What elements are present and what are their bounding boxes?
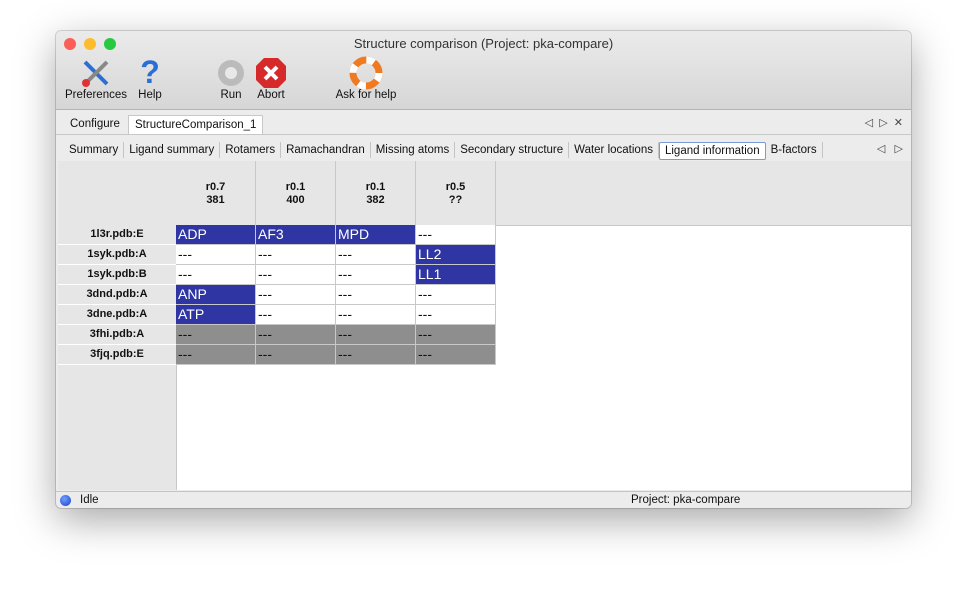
status-indicator	[60, 495, 71, 506]
toolbar-label[interactable]: Help	[138, 89, 162, 101]
subtab[interactable]: Summary	[64, 142, 125, 158]
subtab[interactable]: Secondary structure	[455, 142, 570, 158]
project-text: Project: pka-compare	[631, 494, 741, 506]
zoom-button[interactable]	[104, 38, 116, 50]
toolbar-label[interactable]: Run	[220, 89, 242, 101]
table-cell[interactable]: ---	[256, 325, 336, 345]
row-header: 1syk.pdb:A	[58, 245, 176, 265]
table-cell[interactable]: ---	[416, 345, 496, 365]
subtab[interactable]: Ramachandran	[281, 142, 371, 158]
table-cell[interactable]: ---	[416, 285, 496, 305]
title-bar: Structure comparison (Project: pka-compa…	[56, 31, 911, 110]
tab-bar: Configure StructureComparison_1 ◁ ▷ ✕	[56, 115, 911, 135]
column-header-line: 382	[366, 194, 385, 206]
table-cell[interactable]: ---	[176, 345, 256, 365]
table-cell[interactable]: ---	[256, 265, 336, 285]
table-cell[interactable]: ---	[256, 345, 336, 365]
row-header: 3fjq.pdb:E	[58, 345, 176, 365]
table-cell[interactable]: ---	[336, 325, 416, 345]
preferences-icon[interactable]	[79, 56, 113, 90]
table: r0.7 381 r0.1 400 r0.1 382 r0.5?? 1l3r.pdb:E ADP…	[58, 161, 911, 490]
subtab[interactable]: Ligand summary	[124, 142, 221, 158]
table-cell[interactable]: ADP	[176, 225, 256, 245]
table-cell[interactable]: ---	[416, 325, 496, 345]
close-button[interactable]	[64, 38, 76, 50]
svg-text:?: ?	[140, 56, 160, 90]
column-header: r0.7 381	[176, 161, 256, 225]
column-header-line: r0.5	[445, 181, 466, 193]
table-cell[interactable]: ---	[256, 245, 336, 265]
table-cell[interactable]: ---	[416, 225, 496, 245]
column-header-line: r0.1	[285, 181, 306, 193]
window: Structure comparison (Project: pka-compa…	[56, 31, 911, 508]
toolbar-label[interactable]: Ask for help	[335, 89, 397, 101]
table-cell[interactable]: ---	[336, 285, 416, 305]
subtab[interactable]: Ligand information	[658, 142, 766, 160]
run-icon[interactable]	[214, 56, 248, 90]
row-header: 1syk.pdb:B	[58, 265, 176, 285]
tab-nav[interactable]: ◁ ▷ ✕	[864, 117, 903, 129]
tab[interactable]: StructureComparison_1	[128, 115, 264, 134]
row-header: 3dne.pdb:A	[58, 305, 176, 325]
table-cell[interactable]: ---	[336, 265, 416, 285]
tab[interactable]: Configure	[70, 118, 120, 130]
column-header-line: 400	[286, 194, 305, 206]
row-header: 3dnd.pdb:A	[58, 285, 176, 305]
table-cell[interactable]: ---	[336, 345, 416, 365]
toolbar-label[interactable]: Abort	[257, 89, 285, 101]
subtab[interactable]: B-factors	[766, 142, 823, 158]
table-cell[interactable]: ---	[336, 305, 416, 325]
subtab[interactable]: Rotamers	[220, 142, 282, 158]
table-cell[interactable]: ---	[176, 325, 256, 345]
window-title: Structure comparison (Project: pka-compa…	[353, 36, 614, 51]
abort-icon[interactable]	[254, 56, 288, 90]
column-header-line: r0.7	[205, 181, 226, 193]
table-cell[interactable]: ---	[256, 285, 336, 305]
ask-help-icon[interactable]	[349, 56, 383, 90]
column-header-line: ??	[448, 194, 463, 206]
table-cell[interactable]: ---	[176, 265, 256, 285]
table-cell[interactable]: AF3	[256, 225, 336, 245]
column-header: r0.1 382	[336, 161, 416, 225]
column-header-line: 381	[206, 194, 225, 206]
help-icon[interactable]: ?	[133, 56, 167, 90]
row-header: 1l3r.pdb:E	[58, 225, 176, 245]
status-bar: Idle Project: pka-compare	[56, 491, 911, 508]
row-header: 3fhi.pdb:A	[58, 325, 176, 345]
table-cell[interactable]: ---	[336, 245, 416, 265]
subtab[interactable]: Missing atoms	[371, 142, 456, 158]
subtab-bar: Summary Ligand summary Rotamers Ramachandra…	[64, 141, 823, 160]
minimize-button[interactable]	[84, 38, 96, 50]
table-cell[interactable]: ATP	[176, 305, 256, 325]
subtab[interactable]: Water locations	[569, 142, 659, 158]
subtab-nav[interactable]: ◁ ▷	[876, 143, 903, 155]
column-header: r0.5??	[416, 161, 496, 225]
column-header-line: r0.1	[365, 181, 386, 193]
toolbar-label[interactable]: Preferences	[64, 89, 127, 101]
table-cell[interactable]: ---	[176, 245, 256, 265]
column-header: r0.1 400	[256, 161, 336, 225]
table-cell[interactable]: MPD	[336, 225, 416, 245]
table-cell[interactable]: ---	[416, 305, 496, 325]
table-cell[interactable]: LL2	[416, 245, 496, 265]
status-text: Idle	[80, 494, 99, 506]
table-cell[interactable]: LL1	[416, 265, 496, 285]
table-cell[interactable]: ---	[256, 305, 336, 325]
table-cell[interactable]: ANP	[176, 285, 256, 305]
